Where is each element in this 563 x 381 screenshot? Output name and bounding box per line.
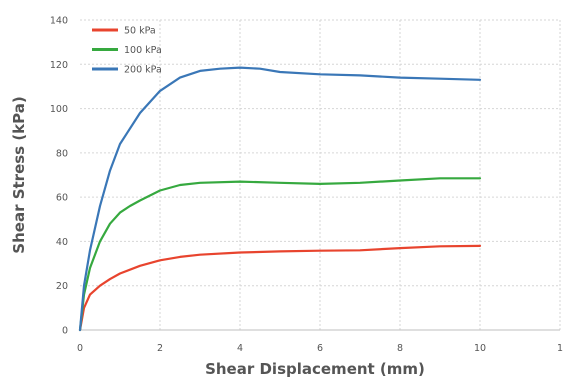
y-tick-label: 140: [50, 16, 68, 27]
x-tick-label: 8: [397, 343, 403, 354]
x-tick-label: 0: [77, 343, 83, 354]
y-tick-label: 120: [50, 60, 68, 71]
x-tick-label: 1: [557, 343, 563, 354]
y-tick-label: 0: [62, 326, 68, 337]
series-lines: [78, 66, 482, 332]
y-tick-label: 100: [50, 104, 68, 115]
y-tick-label: 40: [56, 237, 68, 248]
x-tick-label: 4: [237, 343, 243, 354]
y-tick-labels: 0 20 40 60 80 100 120 140: [50, 16, 68, 337]
y-tick-label: 20: [56, 281, 68, 292]
series-line: [78, 66, 482, 332]
x-tick-label: 6: [317, 343, 323, 354]
legend-label: 100 kPa: [124, 45, 162, 56]
y-tick-label: 60: [56, 193, 68, 204]
series-line: [78, 244, 482, 332]
y-axis-title: Shear Stress (kPa): [10, 96, 28, 253]
x-tick-label: 2: [157, 343, 163, 354]
y-tick-label: 80: [56, 148, 68, 159]
x-tick-labels: 0 2 4 6 8 10 1: [77, 343, 563, 354]
grid-lines: [80, 19, 561, 330]
x-axis-title: Shear Displacement (mm): [205, 360, 425, 378]
x-tick-label: 10: [474, 343, 486, 354]
legend: 50 kPa 100 kPa 200 kPa: [92, 26, 162, 76]
legend-label: 200 kPa: [124, 65, 162, 76]
legend-label: 50 kPa: [124, 26, 156, 37]
series-line: [78, 177, 482, 332]
